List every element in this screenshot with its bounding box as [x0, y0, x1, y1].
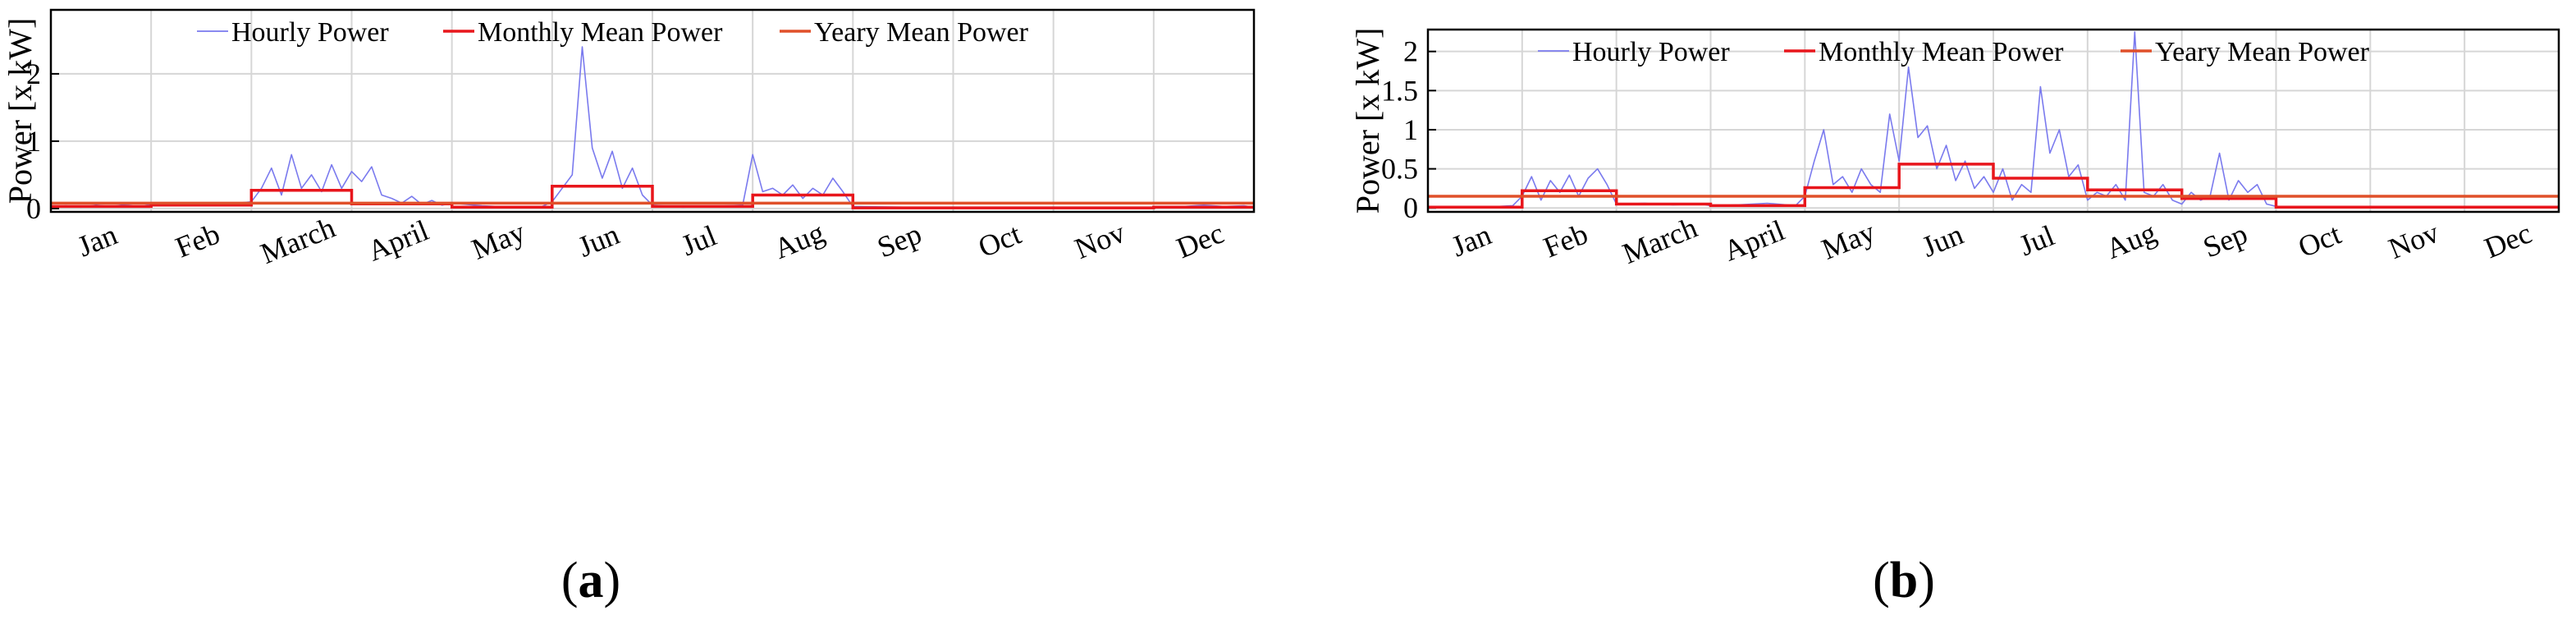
- chart-b-plot-frame: [1426, 28, 2560, 214]
- chart-a-xtick-label-11: Dec: [1172, 216, 1229, 264]
- subfigure-label-b: (b): [1873, 553, 1935, 609]
- chart-a-ytick-label-2: 2: [26, 57, 41, 90]
- chart-b-ytick-label-4: 2: [1403, 35, 1418, 68]
- chart-a-plot-frame: [49, 8, 1256, 214]
- chart-b-ylabel: Power [x kW]: [1349, 28, 1386, 214]
- chart-a-xtick-label-5: Jun: [574, 218, 624, 264]
- chart-a-ylabel: Power [x kW]: [2, 18, 39, 204]
- chart-b-xtick-label-3: April: [1719, 214, 1789, 268]
- subfigure-label-a: (a): [560, 553, 621, 609]
- chart-panel-a: 0 1 2 Jan Feb March April May Jun Jul Aug Sep Oct Nov…: [2, 8, 1256, 609]
- chart-a-xtick-label-3: April: [363, 214, 432, 268]
- chart-b-xtick-label-2: March: [1618, 211, 1702, 270]
- chart-a-series-monthly-mean-power: [51, 185, 1254, 209]
- chart-a-xtick-label-10: Nov: [1070, 216, 1129, 265]
- chart-b-ytick-label-0: 0: [1403, 191, 1418, 224]
- chart-a-legend-label-1: Monthly Mean Power: [478, 17, 723, 48]
- chart-a-xtick-label-8: Sep: [872, 217, 926, 264]
- chart-a-xtick-label-4: May: [467, 215, 529, 266]
- chart-a-legend-label-2: Yeary Mean Power: [814, 17, 1029, 48]
- chart-panel-b: 0 0.5 1 1.5 2 Jan Feb March April May Jun Jul Aug Sep…: [1288, 0, 2576, 643]
- chart-a-svg: 0 1 2 Jan Feb March April May Jun Jul Aug Sep Oct Nov…: [2, 8, 1256, 270]
- chart-b-ytick-label-3: 1.5: [1381, 74, 1418, 107]
- chart-b-svg: 0 0.5 1 1.5 2 Jan Feb March April May Jun Jul Aug Sep…: [1349, 28, 2560, 270]
- chart-a-ytick-label-1: 1: [26, 125, 41, 158]
- chart-a-xtick-label-0: Jan: [73, 218, 121, 263]
- chart-a-xtick-label-7: Aug: [770, 216, 829, 265]
- chart-b-xtick-label-7: Aug: [2102, 216, 2161, 265]
- chart-a-xtick-label-6: Jul: [677, 218, 721, 262]
- chart-b-legend-label-1: Monthly Mean Power: [1819, 37, 2064, 67]
- chart-b-xtick-label-11: Dec: [2480, 216, 2537, 264]
- chart-b-xtick-label-10: Nov: [2384, 216, 2443, 265]
- chart-a-ytick-label-0: 0: [26, 192, 41, 225]
- chart-b-xtick-label-1: Feb: [1539, 217, 1592, 264]
- chart-b-xtick-label-8: Sep: [2199, 217, 2252, 264]
- chart-a-xtick-label-1: Feb: [171, 217, 224, 264]
- chart-b-xtick-label-0: Jan: [1447, 218, 1495, 263]
- chart-b-ytick-label-2: 1: [1403, 113, 1418, 146]
- chart-a-legend-label-0: Hourly Power: [231, 17, 389, 48]
- chart-b-legend-label-2: Yeary Mean Power: [2155, 37, 2370, 67]
- chart-b-ytick-label-1: 0.5: [1381, 153, 1418, 186]
- chart-b-xtick-label-4: May: [1817, 215, 1879, 266]
- chart-a-xtick-label-2: March: [256, 211, 340, 270]
- chart-b-xtick-label-9: Oct: [2294, 218, 2345, 264]
- chart-a-xtick-label-9: Oct: [973, 218, 1025, 264]
- chart-b-xtick-label-6: Jul: [2015, 218, 2059, 262]
- chart-b-xtick-label-5: Jun: [1917, 218, 1967, 264]
- chart-b-legend-label-0: Hourly Power: [1572, 37, 1730, 67]
